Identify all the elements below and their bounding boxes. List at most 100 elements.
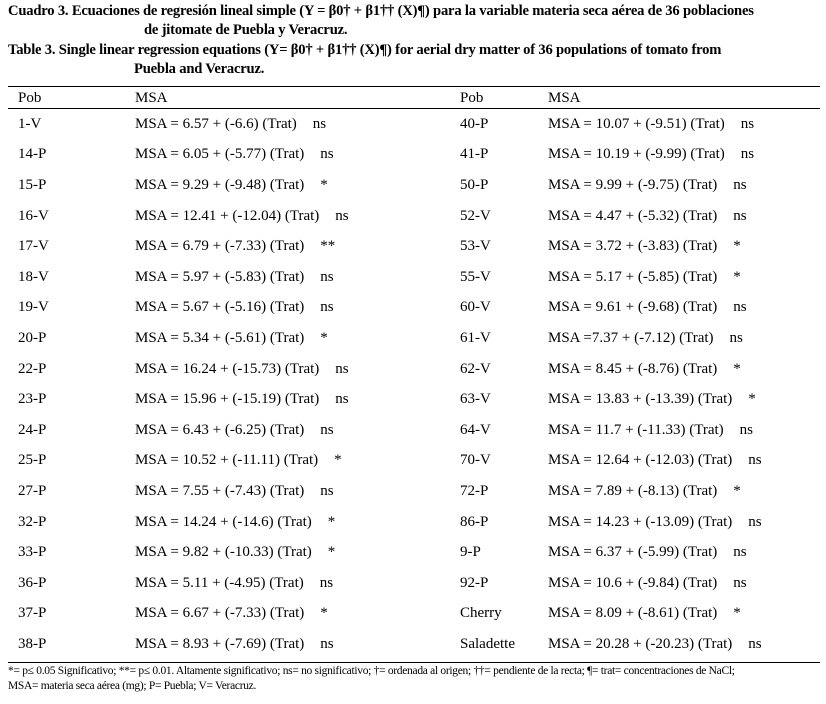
- pob-cell: 19-V: [18, 299, 49, 316]
- caption-english: Table 3. Single linear regression equati…: [8, 41, 823, 79]
- header-msa: MSA: [548, 90, 581, 106]
- significance: *: [320, 605, 328, 622]
- table-row: 33-P MSA = 9.82 + (-10.33) (Trat) * 9-P MSA …: [8, 537, 820, 568]
- significance: *: [733, 605, 741, 622]
- pob-cell: 24-P: [18, 421, 47, 438]
- table-row: 19-V MSA = 5.67 + (-5.16) (Trat) ns 60-V MSA…: [8, 293, 820, 324]
- equation: MSA = 10.07 + (-9.51) (Trat): [548, 115, 725, 132]
- equation: MSA = 20.28 + (-20.23) (Trat): [548, 635, 733, 652]
- pob-cell: 33-P: [18, 544, 47, 561]
- equation: MSA = 4.47 + (-5.32) (Trat): [548, 207, 718, 224]
- header-rule: [8, 108, 820, 109]
- footnote: *= p≤ 0.05 Significativo; **= p≤ 0.01. A…: [8, 664, 823, 694]
- table-row: 23-P MSA = 15.96 + (-15.19) (Trat) ns 63-V M…: [8, 384, 820, 415]
- equation-cell: MSA = 10.19 + (-9.99) (Trat) ns: [548, 140, 820, 171]
- equation: MSA = 15.96 + (-15.19) (Trat): [135, 391, 320, 408]
- significance: ns: [320, 299, 334, 316]
- pob-cell: 53-V: [460, 238, 491, 255]
- pob-cell: 55-V: [460, 268, 491, 285]
- equation-cell: MSA = 3.72 + (-3.83) (Trat) *: [548, 231, 820, 262]
- equation-cell: MSA = 10.07 + (-9.51) (Trat) ns: [548, 109, 820, 140]
- significance: ns: [739, 421, 754, 438]
- significance: ns: [335, 360, 349, 377]
- equation-cell: MSA = 5.17 + (-5.85) (Trat) *: [548, 262, 820, 293]
- equation-cell: MSA = 9.82 + (-10.33) (Trat) *: [135, 537, 450, 568]
- equation-cell: MSA = 16.24 + (-15.73) (Trat) ns: [135, 354, 450, 385]
- significance: ns: [312, 115, 327, 132]
- significance: ns: [733, 176, 747, 193]
- significance: *: [733, 482, 741, 499]
- significance: ns: [319, 574, 334, 591]
- equation-cell: MSA = 5.11 + (-4.95) (Trat) ns: [135, 568, 450, 599]
- caption-spanish: Cuadro 3. Ecuaciones de regresión lineal…: [8, 2, 823, 40]
- significance: ns: [320, 421, 334, 438]
- footnote-line: *= p≤ 0.05 Significativo; **= p≤ 0.01. A…: [8, 665, 735, 677]
- equation-cell: MSA = 9.29 + (-9.48) (Trat) *: [135, 170, 450, 201]
- significance: ns: [733, 544, 747, 561]
- caption-line: Cuadro 3. Ecuaciones de regresión lineal…: [8, 3, 754, 19]
- significance: *: [748, 391, 756, 408]
- equation: MSA = 6.67 + (-7.33) (Trat): [135, 605, 305, 622]
- equation: MSA = 8.93 + (-7.69) (Trat): [135, 635, 305, 652]
- footnote-line: MSA= materia seca aérea (mg); P= Puebla;…: [8, 680, 257, 692]
- pob-cell: Cherry: [460, 605, 502, 622]
- equation: MSA = 9.29 + (-9.48) (Trat): [135, 176, 305, 193]
- equation-cell: MSA = 7.89 + (-8.13) (Trat) *: [548, 476, 820, 507]
- pob-cell: 16-V: [18, 207, 49, 224]
- pob-cell: 38-P: [18, 635, 47, 652]
- equation-cell: MSA = 8.45 + (-8.76) (Trat) *: [548, 354, 820, 385]
- equation: MSA = 10.6 + (-9.84) (Trat): [548, 574, 718, 591]
- table-row: 14-P MSA = 6.05 + (-5.77) (Trat) ns 41-P MSA…: [8, 140, 820, 171]
- significance: ns: [733, 299, 747, 316]
- table-row: 24-P MSA = 6.43 + (-6.25) (Trat) ns 64-V MSA…: [8, 415, 820, 446]
- regression-table: Pob MSA Pob MSA 1-V MSA = 6.57 + (-6.6) (…: [8, 87, 820, 660]
- table-row: 25-P MSA = 10.52 + (-11.11) (Trat) * 70-V MS…: [8, 446, 820, 477]
- table-row: 16-V MSA = 12.41 + (-12.04) (Trat) ns 52-V M…: [8, 201, 820, 232]
- table-row: 38-P MSA = 8.93 + (-7.69) (Trat) ns Saladet…: [8, 629, 820, 660]
- table-row: 32-P MSA = 14.24 + (-14.6) (Trat) * 86-P MSA…: [8, 507, 820, 538]
- pob-cell: 86-P: [460, 513, 489, 530]
- equation: MSA = 14.24 + (-14.6) (Trat): [135, 513, 312, 530]
- equation-cell: MSA = 9.61 + (-9.68) (Trat) ns: [548, 293, 820, 324]
- pob-cell: 41-P: [460, 146, 489, 163]
- pob-cell: 1-V: [18, 115, 42, 132]
- significance: ns: [320, 268, 334, 285]
- table-row: 27-P MSA = 7.55 + (-7.43) (Trat) ns 72-P MSA…: [8, 476, 820, 507]
- equation-cell: MSA = 4.47 + (-5.32) (Trat) ns: [548, 201, 820, 232]
- significance: ns: [729, 329, 743, 346]
- pob-cell: 15-P: [18, 176, 47, 193]
- significance: ns: [320, 635, 334, 652]
- significance: *: [334, 452, 342, 469]
- pob-cell: 61-V: [460, 329, 491, 346]
- significance: ns: [748, 635, 762, 652]
- table-row: 37-P MSA = 6.67 + (-7.33) (Trat) * Cherry MS…: [8, 599, 820, 630]
- pob-cell: 32-P: [18, 513, 47, 530]
- equation: MSA = 6.37 + (-5.99) (Trat): [548, 544, 718, 561]
- equation: MSA = 5.34 + (-5.61) (Trat): [135, 329, 305, 346]
- pob-cell: 72-P: [460, 482, 489, 499]
- table-bottom-rule: [8, 662, 820, 663]
- equation: MSA = 6.43 + (-6.25) (Trat): [135, 421, 305, 438]
- equation-cell: MSA = 6.43 + (-6.25) (Trat) ns: [135, 415, 450, 446]
- caption-line: Table 3. Single linear regression equati…: [8, 42, 722, 58]
- equation-cell: MSA = 6.79 + (-7.33) (Trat) **: [135, 231, 450, 262]
- equation: MSA = 9.99 + (-9.75) (Trat): [548, 176, 718, 193]
- equation: MSA = 5.67 + (-5.16) (Trat): [135, 299, 305, 316]
- table-row: 15-P MSA = 9.29 + (-9.48) (Trat) * 50-P MSA …: [8, 170, 820, 201]
- equation: MSA = 11.7 + (-11.33) (Trat): [548, 421, 724, 438]
- pob-cell: 14-P: [18, 146, 47, 163]
- pob-cell: 17-V: [18, 238, 49, 255]
- equation-cell: MSA = 12.64 + (-12.03) (Trat) ns: [548, 446, 820, 477]
- equation-cell: MSA = 10.52 + (-11.11) (Trat) *: [135, 446, 450, 477]
- equation-cell: MSA = 9.99 + (-9.75) (Trat) ns: [548, 170, 820, 201]
- pob-cell: 64-V: [460, 421, 491, 438]
- equation: MSA = 6.79 + (-7.33) (Trat): [135, 238, 305, 255]
- equation-cell: MSA = 6.05 + (-5.77) (Trat) ns: [135, 140, 450, 171]
- equation-cell: MSA = 14.23 + (-13.09) (Trat) ns: [548, 507, 820, 538]
- pob-cell: 92-P: [460, 574, 489, 591]
- equation-cell: MSA = 7.55 + (-7.43) (Trat) ns: [135, 476, 450, 507]
- table-row: 36-P MSA = 5.11 + (-4.95) (Trat) ns 92-P MSA…: [8, 568, 820, 599]
- significance: ns: [320, 146, 334, 163]
- significance: ns: [335, 207, 349, 224]
- equation-cell: MSA = 13.83 + (-13.39) (Trat) *: [548, 384, 820, 415]
